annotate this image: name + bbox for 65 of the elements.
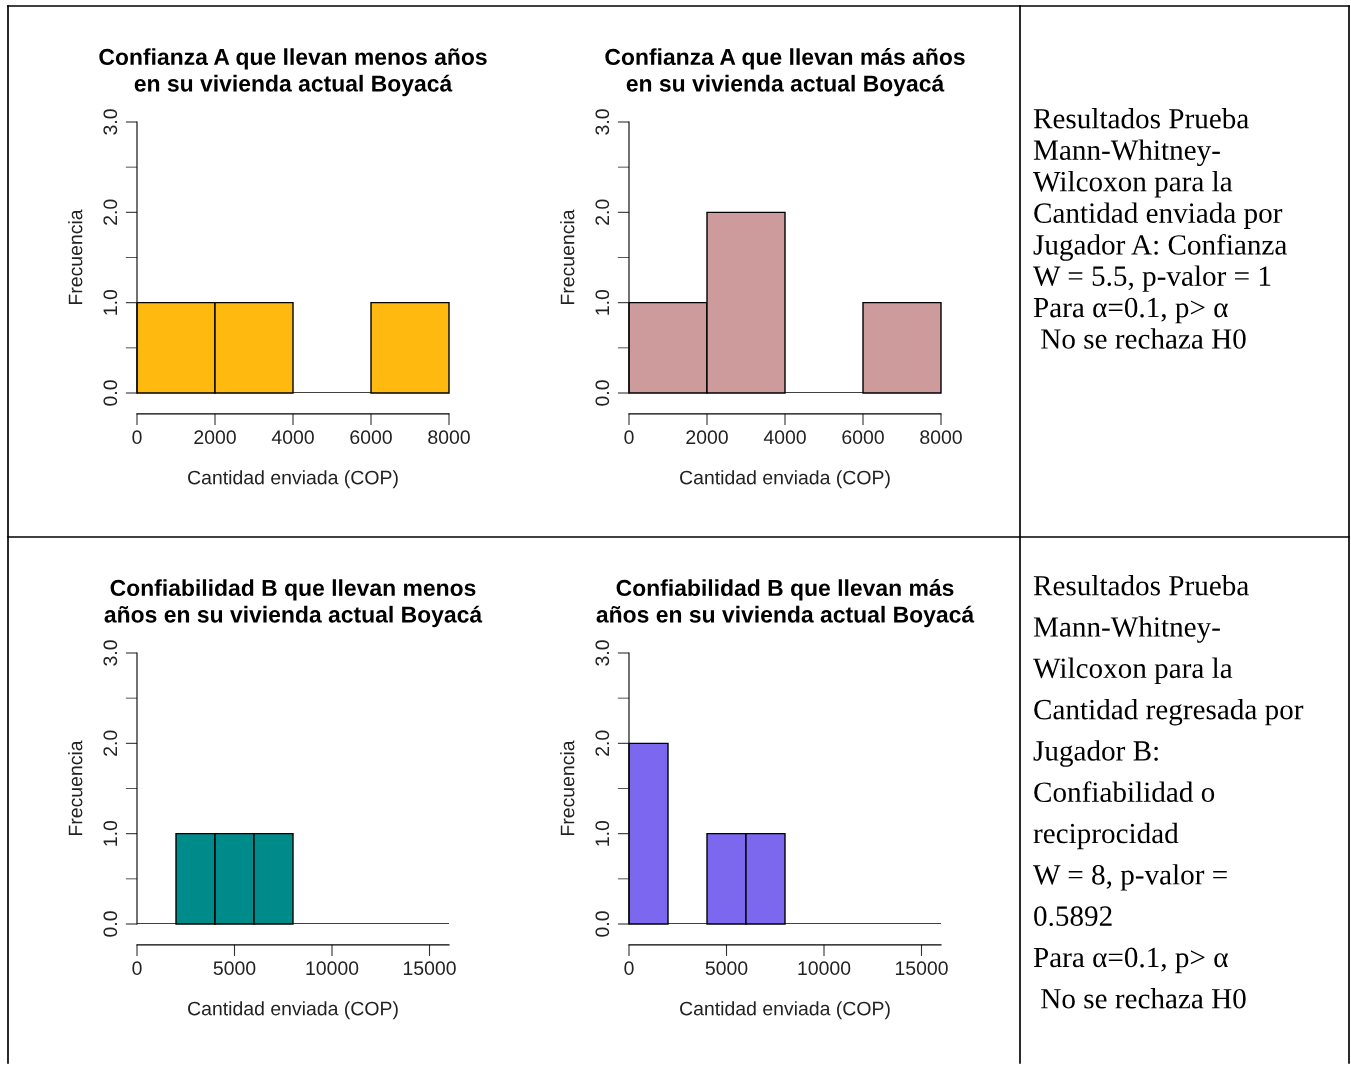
x-tick-label: 6000 bbox=[842, 430, 884, 445]
y-tick-label: 3.0 bbox=[595, 109, 610, 135]
text: Wilcoxon para la bbox=[1033, 170, 1233, 198]
y-axis-title: Frecuencia bbox=[68, 740, 83, 835]
text: Resultados Prueba bbox=[1033, 108, 1249, 129]
x-axis-title: Cantidad enviada (COP) bbox=[188, 470, 398, 489]
chart-title: Confiabilidad B que llevan menos años en su vivienda actual Boyacá bbox=[104, 579, 483, 628]
x-tick-label: 0 bbox=[624, 961, 634, 976]
y-tick-label: 2.0 bbox=[103, 730, 118, 756]
text: Confiabilidad o bbox=[1034, 781, 1215, 803]
y-tick-label: 1.0 bbox=[103, 820, 118, 846]
chart-title: Confiabilidad B que llevan más años en su vivienda actual Boyacá bbox=[596, 579, 975, 628]
text: W = 8, p-valor = bbox=[1033, 864, 1227, 891]
text: Resultados Prueba bbox=[1033, 575, 1249, 596]
y-tick-label: 0.0 bbox=[103, 911, 118, 937]
y-tick-label: 1.0 bbox=[595, 820, 610, 846]
text: Cantidad enviada por bbox=[1034, 202, 1283, 229]
x-axis-title: Cantidad enviada (COP) bbox=[680, 470, 890, 489]
y-tick-label: 2.0 bbox=[595, 199, 610, 225]
x-tick-label: 0 bbox=[132, 961, 142, 976]
x-tick-label: 15000 bbox=[403, 961, 456, 976]
y-tick-label: 0.0 bbox=[595, 911, 610, 937]
x-tick-label: 8000 bbox=[428, 430, 470, 445]
x-tick-label: 2000 bbox=[194, 430, 236, 445]
text: No se rechaza H0 bbox=[1041, 328, 1246, 349]
y-tick-label: 3.0 bbox=[103, 640, 118, 666]
x-tick-label: 6000 bbox=[350, 430, 392, 445]
y-axis-title: Frecuencia bbox=[68, 209, 83, 304]
y-tick-label: 3.0 bbox=[595, 640, 610, 666]
x-tick-label: 0 bbox=[132, 430, 142, 445]
text: reciprocidad bbox=[1033, 822, 1179, 850]
y-tick-label: 0.0 bbox=[103, 380, 118, 406]
y-axis-title: Frecuencia bbox=[560, 740, 575, 835]
chart-title: Confianza A que llevan más años en su vivienda actual Boyacá bbox=[605, 48, 965, 97]
y-axis-title: Frecuencia bbox=[560, 209, 575, 304]
x-tick-label: 4000 bbox=[763, 430, 806, 445]
x-tick-label: 8000 bbox=[920, 430, 962, 445]
y-tick-label: 2.0 bbox=[103, 199, 118, 225]
y-tick-label: 1.0 bbox=[103, 289, 118, 315]
x-axis-title: Cantidad enviada (COP) bbox=[680, 1001, 890, 1020]
text: 0.5892 bbox=[1034, 906, 1112, 927]
y-tick-label: 2.0 bbox=[595, 730, 610, 756]
x-tick-label: 0 bbox=[624, 430, 634, 445]
chart-title: Confianza A que llevan menos años en su vivienda actual Boyacá bbox=[99, 48, 487, 97]
x-tick-label: 4000 bbox=[271, 430, 314, 445]
text: Wilcoxon para la bbox=[1033, 657, 1233, 685]
x-tick-label: 10000 bbox=[798, 961, 851, 976]
x-tick-label: 10000 bbox=[306, 961, 359, 976]
text: Para α=0.1, p> α bbox=[1033, 947, 1228, 974]
x-axis-title: Cantidad enviada (COP) bbox=[188, 1001, 398, 1020]
y-tick-label: 0.0 bbox=[595, 380, 610, 406]
text: Cantidad regresada por bbox=[1034, 698, 1304, 726]
y-tick-label: 1.0 bbox=[595, 289, 610, 315]
x-tick-label: 5000 bbox=[705, 961, 748, 976]
text: No se rechaza H0 bbox=[1041, 988, 1246, 1009]
text: W = 5.5, p-valor = 1 bbox=[1033, 265, 1271, 292]
text: Mann-Whitney- bbox=[1033, 616, 1220, 643]
text: Para α=0.1, p> α bbox=[1033, 297, 1228, 324]
text: Jugador B: bbox=[1033, 740, 1158, 767]
x-tick-label: 2000 bbox=[686, 430, 728, 445]
text: Mann-Whitney- bbox=[1033, 139, 1220, 167]
text: Jugador A: Confianza bbox=[1033, 233, 1287, 261]
x-tick-label: 5000 bbox=[213, 961, 256, 976]
x-tick-label: 15000 bbox=[895, 961, 948, 976]
y-tick-label: 3.0 bbox=[103, 109, 118, 135]
